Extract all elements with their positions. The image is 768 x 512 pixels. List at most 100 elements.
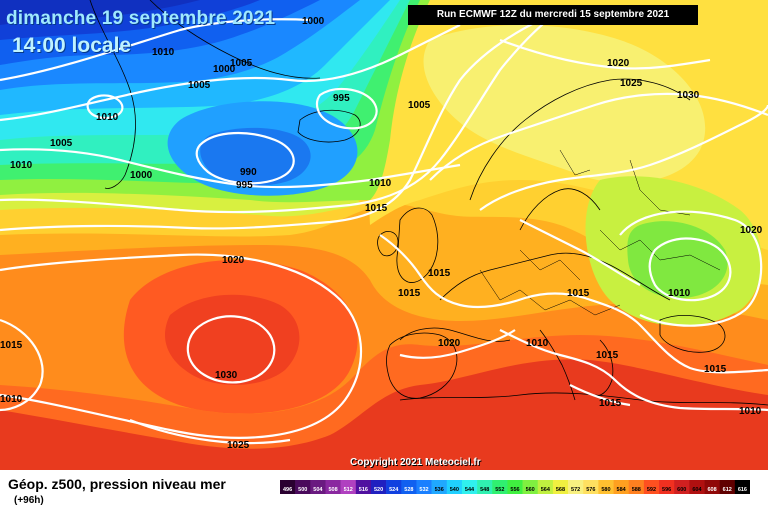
legend-tick-label: 548 <box>480 487 489 493</box>
product-title: Géop. z500, pression niveau mer <box>8 476 226 492</box>
legend-swatch <box>643 480 660 494</box>
isobar-label: 1010 <box>96 112 119 123</box>
legend-swatch <box>431 480 448 494</box>
legend-tick-label: 496 <box>283 487 292 493</box>
lead-time: (+96h) <box>14 495 44 506</box>
isobar-label: 1020 <box>222 255 245 266</box>
legend-tick-label: 532 <box>419 487 428 493</box>
isobar-label: 1015 <box>365 203 388 214</box>
legend-tick-label: 536 <box>435 487 444 493</box>
legend-tick-label: 520 <box>374 487 383 493</box>
isobar-label: 1010 <box>526 338 549 349</box>
isobar-label: 995 <box>333 93 350 104</box>
legend-tick-label: 592 <box>647 487 656 493</box>
legend-swatch <box>719 480 736 494</box>
legend-tick-label: 508 <box>328 487 337 493</box>
isobar-label: 1015 <box>599 398 622 409</box>
legend-swatch <box>310 480 326 494</box>
isobar-label: 1005 <box>50 138 73 149</box>
isobars <box>0 9 768 445</box>
isobar-label: 1030 <box>215 370 238 381</box>
isobar-label: 1000 <box>130 170 153 181</box>
legend-tick-label: 584 <box>617 487 627 493</box>
legend-tick-label: 540 <box>450 487 459 493</box>
isobar-label: 995 <box>236 180 253 191</box>
isobar-label: 990 <box>240 167 257 178</box>
legend-swatch <box>522 480 539 494</box>
legend-swatch <box>401 480 417 494</box>
legend-tick-label: 576 <box>586 487 595 493</box>
legend-tick-label: 512 <box>344 487 353 493</box>
legend-swatch <box>734 480 750 494</box>
legend-swatch <box>659 480 675 494</box>
isobar-label: 1015 <box>567 288 590 299</box>
legend-tick-label: 544 <box>465 487 475 493</box>
legend-tick-label: 528 <box>404 487 413 493</box>
legend-swatch <box>628 480 645 494</box>
legend-tick-label: 516 <box>359 487 368 493</box>
legend-tick-label: 572 <box>571 487 580 493</box>
isobar-label: 1010 <box>152 47 175 58</box>
isobar-label: 1000 <box>213 64 236 75</box>
legend-tick-label: 504 <box>313 487 323 493</box>
isobar-labels: 1000 1010 1005 1005 1000 1010 995 1005 9… <box>0 16 763 451</box>
legend-swatch <box>492 480 508 494</box>
legend-swatch <box>340 480 357 494</box>
isobar-label: 1015 <box>398 288 421 299</box>
legend-tick-label: 588 <box>632 487 641 493</box>
isobar-label: 1015 <box>596 350 619 361</box>
legend-tick-label: 524 <box>389 487 399 493</box>
forecast-time: 14:00 locale <box>12 34 132 57</box>
legend-swatch <box>689 480 705 494</box>
isobar-label: 1030 <box>677 90 700 101</box>
isobar-label: 1005 <box>230 58 253 69</box>
map-canvas: 1000 1010 1005 1005 1000 1010 995 1005 9… <box>0 0 768 470</box>
geopotential-fill <box>0 0 768 470</box>
isobar-label: 1005 <box>188 80 211 91</box>
legend-swatch <box>355 480 372 494</box>
isobar-label: 1005 <box>408 100 431 111</box>
legend-swatch <box>507 480 523 494</box>
isobar-label: 1025 <box>620 78 643 89</box>
isobar-label: 1015 <box>428 268 451 279</box>
legend-swatch <box>674 480 690 494</box>
legend-tick-label: 564 <box>541 487 551 493</box>
legend-swatch <box>598 480 614 494</box>
legend-tick-label: 552 <box>495 487 504 493</box>
legend-swatch <box>416 480 432 494</box>
legend-tick-label: 604 <box>692 487 702 493</box>
legend-swatch <box>704 480 720 494</box>
copyright-notice: Copyright 2021 Meteociel.fr <box>350 457 481 468</box>
legend-swatch <box>552 480 569 494</box>
legend-swatch <box>537 480 554 494</box>
legend-swatch <box>461 480 478 494</box>
legend-swatch <box>386 480 402 494</box>
isobar-label: 1010 <box>10 160 33 171</box>
forecast-date: dimanche 19 septembre 2021 <box>6 8 276 29</box>
coastlines <box>89 0 768 406</box>
isobar-label: 1000 <box>302 16 325 27</box>
legend-tick-label: 580 <box>601 487 610 493</box>
legend-tick-label: 556 <box>510 487 519 493</box>
isobar-label: 1010 <box>0 394 23 405</box>
legend-tick-label: 608 <box>708 487 717 493</box>
legend-tick-label: 560 <box>526 487 535 493</box>
isobar-label: 1010 <box>668 288 691 299</box>
isobar-label: 1010 <box>739 406 762 417</box>
legend-swatch <box>280 480 296 494</box>
legend-swatch <box>446 480 463 494</box>
isobar-label: 1020 <box>740 225 763 236</box>
legend-tick-label: 568 <box>556 487 565 493</box>
legend-tick-label: 596 <box>662 487 671 493</box>
isobar-label: 1025 <box>227 440 250 451</box>
legend-swatch <box>477 480 493 494</box>
isobar-label: 1020 <box>438 338 461 349</box>
isobar-label: 1020 <box>607 58 630 69</box>
legend-tick-label: 600 <box>677 487 686 493</box>
legend-tick-label: 612 <box>723 487 732 493</box>
color-scale-legend: 496 500 504 508 512 516 520 524 528 532 536 540 544 5… <box>280 480 750 494</box>
model-run-label: Run ECMWF 12Z du mercredi 15 septembre 2… <box>408 5 698 25</box>
legend-swatch <box>568 480 584 494</box>
legend-swatch <box>370 480 387 494</box>
